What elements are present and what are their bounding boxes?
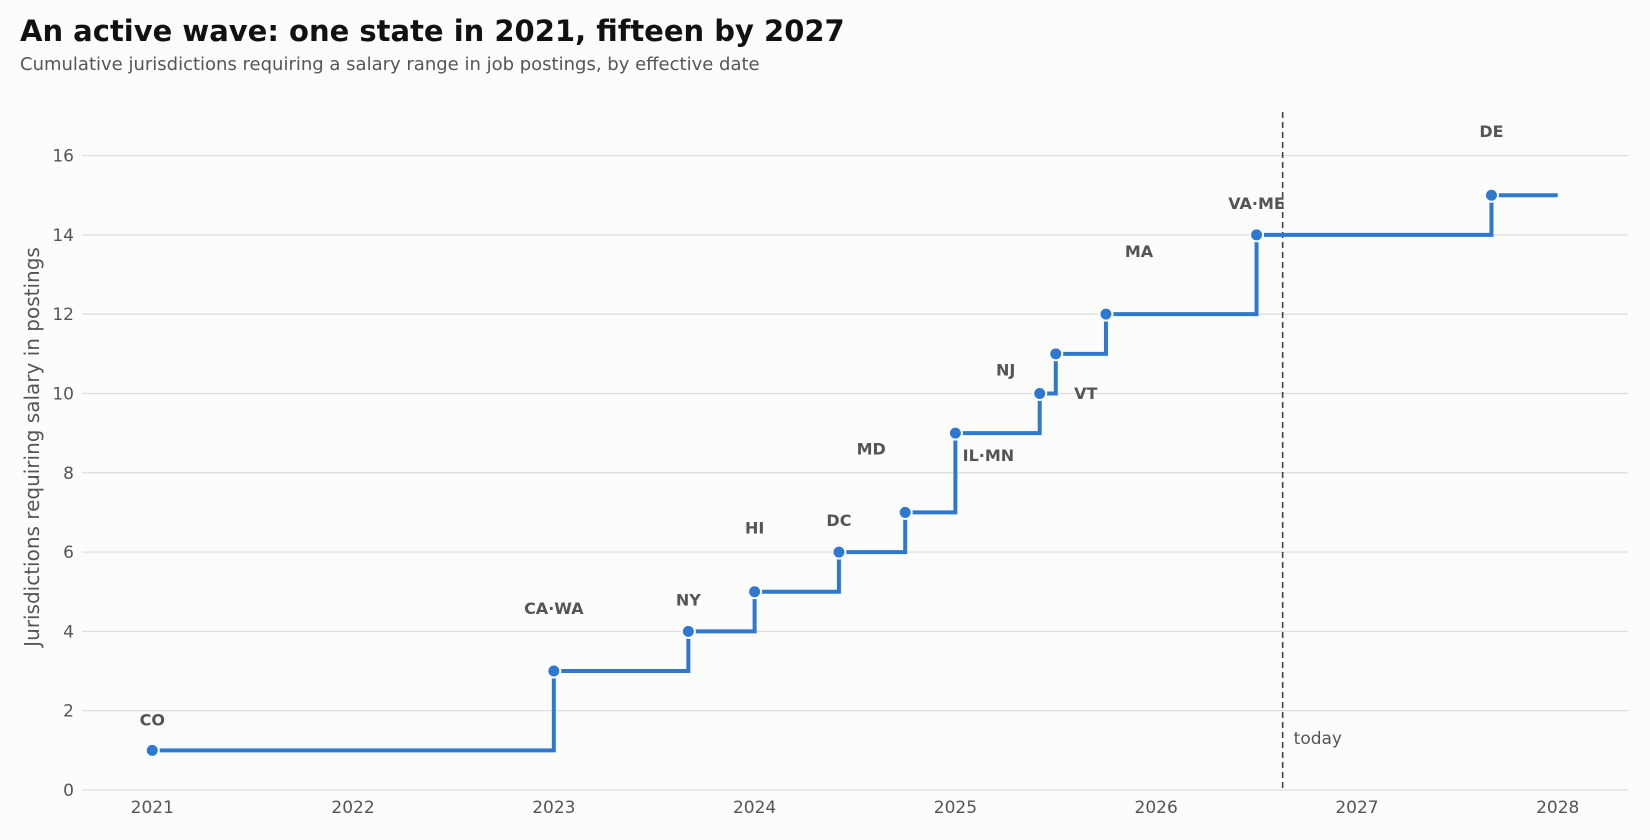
annotation-ma: MA (1125, 242, 1154, 261)
data-points (144, 187, 1499, 758)
data-point-vt (1048, 346, 1064, 362)
annotation-ca-wa: CA·WA (524, 599, 584, 618)
annotation-dc: DC (826, 511, 851, 530)
data-point-co (144, 742, 160, 758)
x-tick-label: 2022 (331, 798, 374, 818)
data-point-va-me (1249, 227, 1265, 243)
y-tick-label: 10 (52, 384, 74, 404)
data-point-nj (1032, 385, 1048, 401)
annotation-vt: VT (1074, 384, 1097, 403)
x-tick-label: 2024 (733, 798, 776, 818)
data-point-md (897, 504, 913, 520)
data-point-ny (680, 623, 696, 639)
grid-lines (82, 154, 1628, 791)
annotation-ny: NY (676, 590, 701, 609)
y-axis-label: Jurisdictions requiring salary in postin… (20, 247, 44, 649)
annotation-md: MD (857, 439, 886, 458)
y-tick-label: 14 (52, 226, 74, 246)
x-tick-label: 2028 (1536, 798, 1579, 818)
today-label: today (1294, 729, 1342, 749)
y-tick-label: 2 (63, 702, 74, 722)
data-point-hi (747, 584, 763, 600)
y-tick-label: 0 (63, 781, 74, 801)
data-point-ma (1098, 306, 1114, 322)
annotation-va-me: VA·ME (1228, 194, 1285, 213)
annotation-hi: HI (745, 519, 764, 538)
point-annotations: CO CA·WA NY HI DC MD IL·MN NJ VT MA VA·ME DE (140, 122, 1504, 729)
chart-subtitle: Cumulative jurisdictions requiring a sal… (20, 54, 760, 75)
y-tick-label: 4 (63, 622, 74, 642)
annotation-nj: NJ (996, 360, 1015, 379)
annotation-co: CO (140, 710, 165, 729)
data-point-ca-wa (546, 663, 562, 679)
y-tick-label: 12 (52, 305, 74, 325)
data-point-de (1483, 187, 1499, 203)
x-tick-label: 2021 (131, 798, 174, 818)
data-point-il-mn (947, 425, 963, 441)
x-tick-label: 2027 (1335, 798, 1378, 818)
reference-line-group: today (1281, 112, 1342, 790)
data-point-dc (831, 544, 847, 560)
x-tick-label: 2025 (934, 798, 977, 818)
x-tick-label: 2026 (1135, 798, 1178, 818)
chart-title: An active wave: one state in 2021, fifte… (20, 14, 845, 48)
y-tick-label: 16 (52, 147, 74, 167)
x-tick-label: 2023 (532, 798, 575, 818)
annotation-il-mn: IL·MN (963, 446, 1015, 465)
y-tick-label: 8 (63, 464, 74, 484)
annotation-de: DE (1479, 122, 1503, 141)
axes: 0 2 4 6 8 10 12 14 16 2021 2022 2023 2024 2025 2026 202… (52, 147, 1579, 818)
y-tick-label: 6 (63, 543, 74, 563)
